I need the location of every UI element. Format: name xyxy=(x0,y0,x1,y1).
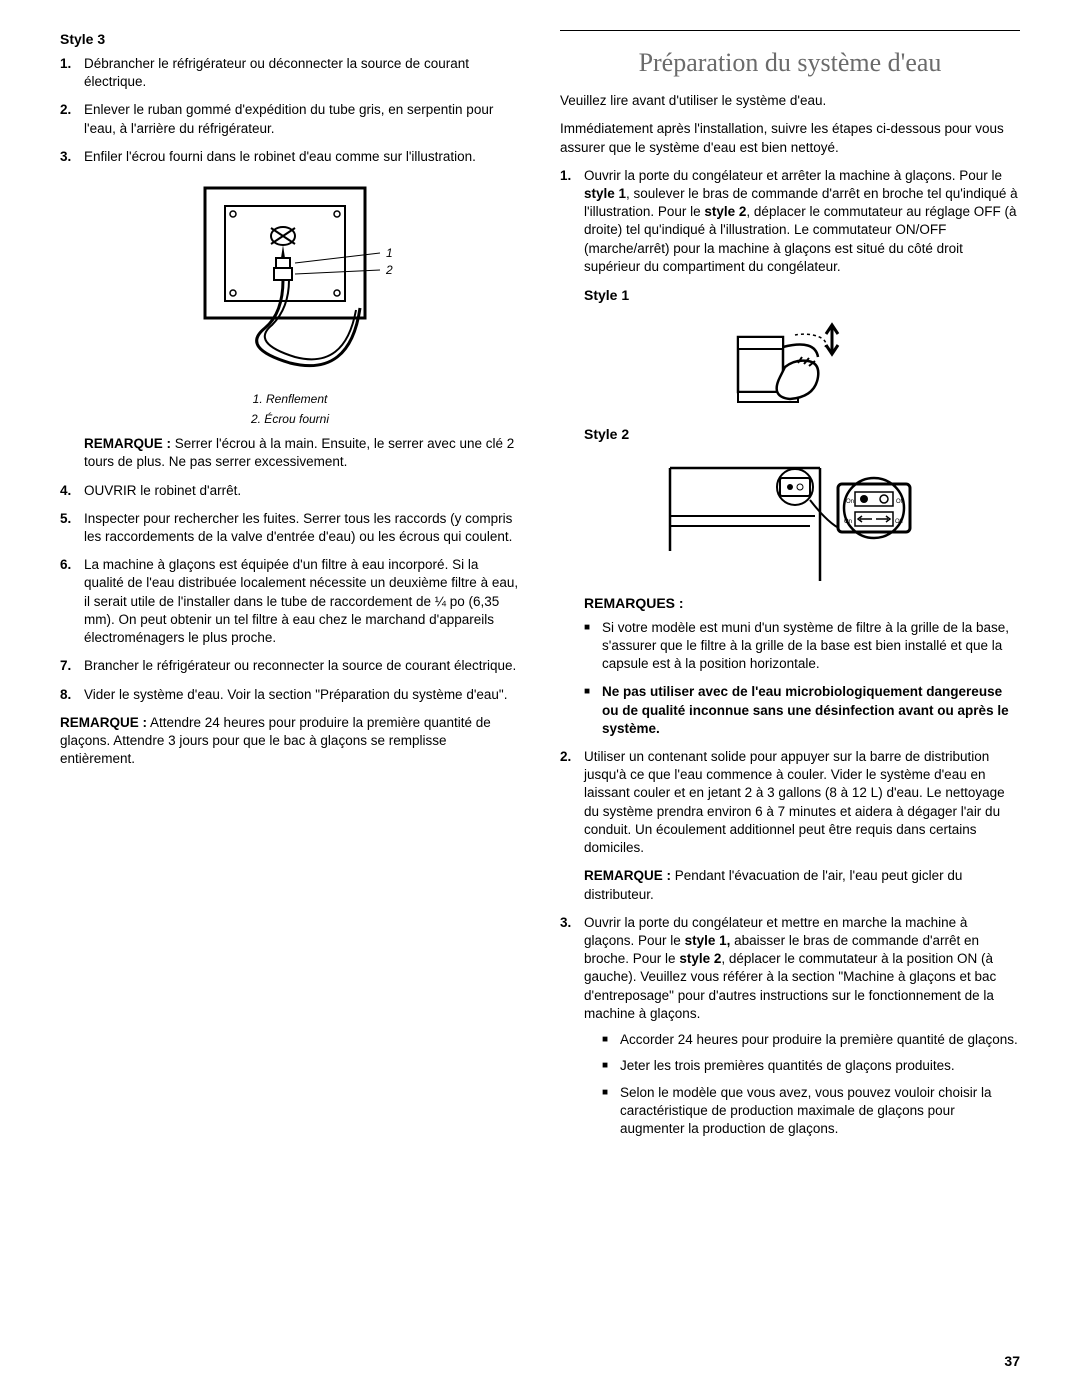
remarque-3: REMARQUE : Pendant l'évacuation de l'air… xyxy=(560,867,1020,903)
list-item: Accorder 24 heures pour produire la prem… xyxy=(602,1031,1020,1049)
step3-style2: style 2 xyxy=(679,951,721,966)
remarques-bullets: Si votre modèle est muni d'un système de… xyxy=(560,619,1020,738)
left-column: Style 3 Débrancher le réfrigérateur ou d… xyxy=(60,30,520,1148)
remarque-2: REMARQUE : Attendre 24 heures pour produ… xyxy=(60,714,520,769)
list-item: Vider le système d'eau. Voir la section … xyxy=(60,686,520,704)
list-item: La machine à glaçons est équipée d'un fi… xyxy=(60,556,520,647)
step1-style1: style 1 xyxy=(584,186,626,201)
list-item: Si votre modèle est muni d'un système de… xyxy=(584,619,1020,674)
list-item: Brancher le réfrigérateur ou reconnecter… xyxy=(60,657,520,675)
svg-text:On: On xyxy=(844,519,852,525)
style3-heading: Style 3 xyxy=(60,30,520,49)
page-number: 37 xyxy=(1004,1352,1020,1371)
page-content: Style 3 Débrancher le réfrigérateur ou d… xyxy=(60,30,1020,1148)
figure-caption-1: 1. Renflement xyxy=(60,392,520,408)
intro-2: Immédiatement après l'installation, suiv… xyxy=(560,120,1020,156)
list-item: Ne pas utiliser avec de l'eau microbiolo… xyxy=(584,683,1020,738)
remarque-label: REMARQUE : xyxy=(60,715,147,730)
figure-water-valve: 1 2 1. Renflement 2. Écrou fourni xyxy=(60,178,520,427)
svg-text:Off: Off xyxy=(895,519,903,525)
left-steps-list: Débrancher le réfrigérateur ou déconnect… xyxy=(60,55,520,166)
list-item: Inspecter pour rechercher les fuites. Se… xyxy=(60,510,520,546)
svg-text:1: 1 xyxy=(386,246,393,260)
svg-text:2: 2 xyxy=(385,263,393,277)
right-column: Préparation du système d'eau Veuillez li… xyxy=(560,30,1020,1148)
right-steps-list-c: Ouvrir la porte du congélateur et mettre… xyxy=(560,914,1020,1138)
main-title: Préparation du système d'eau xyxy=(560,45,1020,80)
remarque-label: REMARQUE : xyxy=(584,868,671,883)
style2-illustration: On Off On Off xyxy=(660,456,920,586)
figure-style1 xyxy=(560,317,1020,417)
remarque-1: REMARQUE : Serrer l'écrou à la main. Ens… xyxy=(60,435,520,471)
step1-style2: style 2 xyxy=(704,204,746,219)
style1-illustration xyxy=(720,317,860,417)
list-item: Enfiler l'écrou fourni dans le robinet d… xyxy=(60,148,520,166)
step3-style1: style 1, xyxy=(685,933,731,948)
svg-text:Off: Off xyxy=(896,499,904,505)
svg-text:On: On xyxy=(846,499,854,505)
style1-heading: Style 1 xyxy=(560,286,1020,305)
sub-bullets: Accorder 24 heures pour produire la prem… xyxy=(584,1031,1020,1138)
figure-style2: On Off On Off xyxy=(560,456,1020,586)
list-item: Débrancher le réfrigérateur ou déconnect… xyxy=(60,55,520,91)
remarques-heading: REMARQUES : xyxy=(560,594,1020,613)
step1-part-a: Ouvrir la porte du congélateur et arrête… xyxy=(584,168,1002,183)
remarque-label: REMARQUE : xyxy=(84,436,171,451)
figure-caption-2: 2. Écrou fourni xyxy=(60,412,520,428)
list-item: Utiliser un contenant solide pour appuye… xyxy=(560,748,1020,857)
list-item: Selon le modèle que vous avez, vous pouv… xyxy=(602,1084,1020,1139)
right-steps-list: Ouvrir la porte du congélateur et arrête… xyxy=(560,167,1020,276)
style2-heading: Style 2 xyxy=(560,425,1020,444)
left-steps-list-b: OUVRIR le robinet d'arrêt. Inspecter pou… xyxy=(60,482,520,704)
intro-1: Veuillez lire avant d'utiliser le systèm… xyxy=(560,92,1020,110)
list-item: Enlever le ruban gommé d'expédition du t… xyxy=(60,101,520,137)
section-divider xyxy=(560,30,1020,31)
water-valve-illustration: 1 2 xyxy=(150,178,430,388)
list-item: Ouvrir la porte du congélateur et arrête… xyxy=(560,167,1020,276)
list-item: Ouvrir la porte du congélateur et mettre… xyxy=(560,914,1020,1138)
right-steps-list-b: Utiliser un contenant solide pour appuye… xyxy=(560,748,1020,857)
list-item: Jeter les trois premières quantités de g… xyxy=(602,1057,1020,1075)
list-item: OUVRIR le robinet d'arrêt. xyxy=(60,482,520,500)
